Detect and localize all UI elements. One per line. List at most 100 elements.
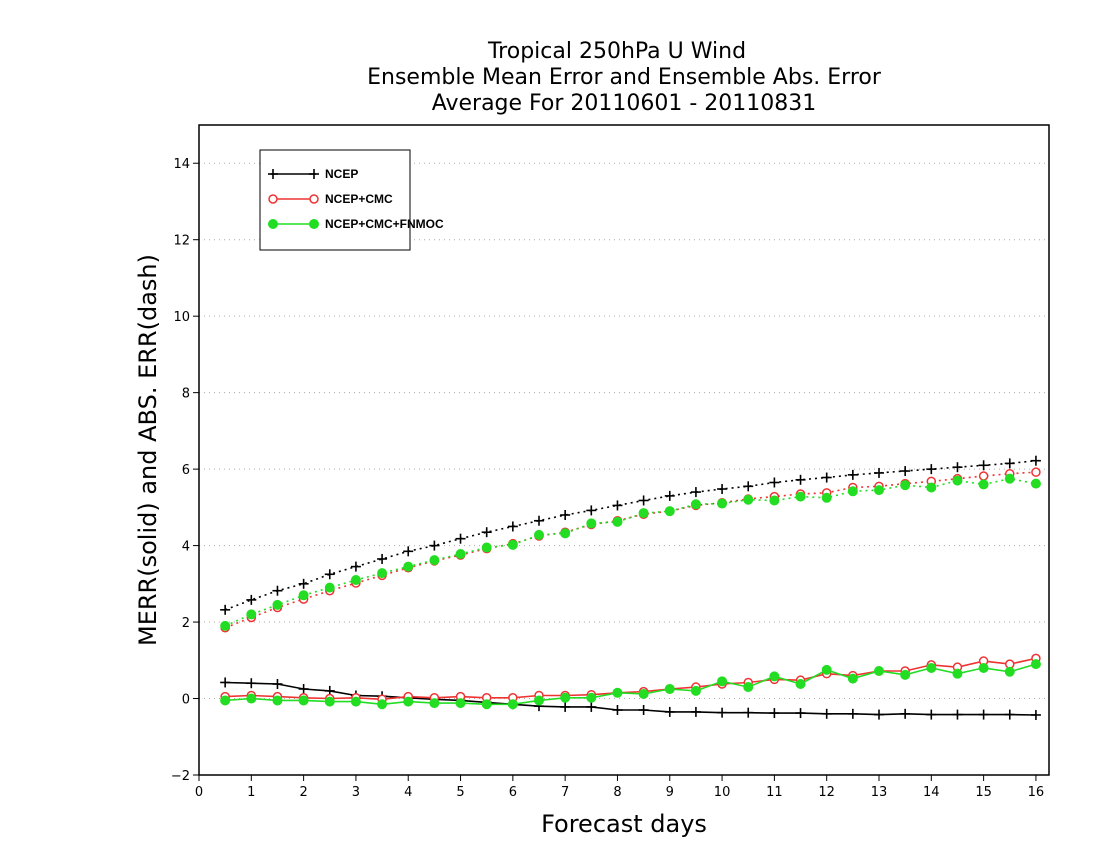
series-2-merr-point [586, 692, 597, 703]
series-0-abs-err-point [534, 515, 544, 526]
series-0-merr-point [743, 707, 754, 718]
x-tick-label: 1 [247, 785, 255, 800]
y-tick-label: 4 [182, 540, 190, 555]
series-2-merr-point [534, 695, 544, 706]
series-2-abs-err-point [1004, 473, 1015, 484]
series-0-merr-point [560, 701, 571, 712]
series-0-abs-err-point [350, 561, 361, 572]
series-2-merr-point [952, 668, 963, 679]
x-tick-label: 13 [871, 785, 888, 800]
series-2-merr-point [350, 696, 361, 707]
series-0-abs-err-point [403, 546, 414, 557]
series-2-merr-point [795, 679, 806, 689]
y-tick-label: −2 [171, 769, 190, 784]
y-tick-label: 14 [173, 157, 190, 172]
y-tick-label: 12 [173, 234, 190, 249]
series-0-merr-point [821, 708, 832, 719]
series-layer [220, 455, 1041, 720]
plot-frame [198, 124, 1050, 776]
series-2-merr-point [403, 696, 414, 707]
series-0-abs-err-point [246, 594, 257, 605]
legend-box [259, 149, 411, 251]
x-tick-label: 14 [923, 785, 940, 800]
series-2-abs-err-point [272, 599, 283, 610]
series-2-abs-err-point [874, 485, 884, 496]
series-2-merr-point [978, 662, 989, 673]
series-2-abs-err-point [455, 549, 466, 559]
series-2-abs-err-point [769, 495, 780, 506]
series-2-abs-err-point [507, 539, 518, 550]
series-0-abs-err-point [220, 604, 231, 615]
legend-swatch-marker [268, 169, 278, 179]
legend-swatch-marker [309, 194, 319, 204]
series-2-merr-point [560, 692, 571, 703]
series-0-abs-err-point [612, 500, 623, 511]
series-2-merr-point [246, 693, 257, 704]
series-0-abs-err-point [978, 460, 989, 471]
series-0-merr-point [1030, 709, 1041, 720]
series-0-merr-point [298, 683, 309, 694]
series-0-abs-err-point [1030, 455, 1041, 466]
series-0-abs-err-point [717, 484, 728, 494]
series-0-merr-point [952, 709, 963, 720]
series-0-abs-err-point [952, 462, 963, 473]
chart-title-line-2: Ensemble Mean Error and Ensemble Abs. Er… [367, 65, 882, 90]
series-2-abs-err-point [847, 486, 858, 497]
series-0-abs-err-point [664, 490, 675, 501]
series-2-abs-err-point [664, 506, 675, 517]
x-tick-label: 11 [766, 785, 783, 800]
x-axis-ticks: 0 1 2 3 4 5 6 7 8 9 10 11 12 13 14 15 16 [195, 775, 1044, 800]
series-0-abs-err-point [481, 527, 492, 538]
series-1-abs-err-point [1031, 467, 1041, 477]
series-0-abs-err-point [821, 472, 832, 483]
grid-lines [199, 162, 1049, 700]
series-0-merr-point [900, 708, 911, 719]
series-2-abs-err-point [377, 568, 388, 579]
x-tick-label: 10 [714, 785, 731, 800]
series-0-merr-point [978, 709, 989, 720]
series-0-abs-err-point [586, 505, 597, 516]
y-axis-label: MERR(solid) and ABS. ERR(dash) [134, 254, 162, 646]
series-0-merr-point [717, 707, 728, 718]
y-axis-ticks: −2 0 2 4 6 8 10 12 14 [171, 157, 199, 784]
series-0-abs-err-point [455, 533, 466, 544]
series-1-abs-err-line [224, 471, 1036, 629]
series-2-merr-point [220, 695, 231, 706]
legend-entry-label: NCEP [325, 167, 358, 181]
series-2-abs-err-point [481, 542, 492, 553]
series-2-merr-point [900, 669, 911, 680]
legend-swatch-marker [309, 219, 319, 229]
series-2-merr-point [272, 695, 283, 706]
y-tick-label: 10 [173, 310, 190, 325]
series-2-abs-err-point [350, 575, 361, 585]
series-2-abs-err-point [926, 482, 937, 493]
series-0-abs-err-point [874, 467, 884, 478]
series-0-abs-err-point [507, 521, 518, 532]
series-2-abs-err-point [246, 609, 257, 620]
x-tick-label: 0 [195, 785, 203, 800]
series-0-merr-point [769, 708, 780, 719]
chart-title-line-1: Tropical 250hPa U Wind [487, 39, 746, 64]
series-2-merr-point [1030, 659, 1041, 670]
x-tick-label: 4 [404, 785, 412, 800]
series-2-abs-err-point [717, 498, 728, 509]
legend: NCEP NCEP+CMC NCEP+CMC+FNMOC [259, 149, 444, 251]
series-0-abs-err-point [324, 569, 335, 580]
series-2-abs-err-point [690, 499, 701, 510]
series-0-merr-point [847, 708, 858, 719]
x-tick-label: 15 [975, 785, 992, 800]
y-tick-label: 2 [182, 616, 190, 631]
series-0-merr-point [1004, 709, 1015, 720]
series-2-merr-point [874, 666, 884, 676]
legend-swatch-marker [309, 169, 319, 179]
series-0-abs-err-point [769, 477, 780, 488]
x-tick-label: 6 [509, 785, 517, 800]
series-2-merr-point [690, 685, 701, 696]
legend-entry-label: NCEP+CMC [325, 192, 393, 206]
y-tick-label: 8 [182, 387, 190, 402]
legend-entry-label: NCEP+CMC+FNMOC [325, 217, 444, 231]
legend-swatch-marker [268, 219, 278, 229]
series-0-abs-err-point [743, 481, 754, 492]
series-2-merr-point [1004, 666, 1015, 677]
series-2-merr-point [638, 688, 649, 699]
